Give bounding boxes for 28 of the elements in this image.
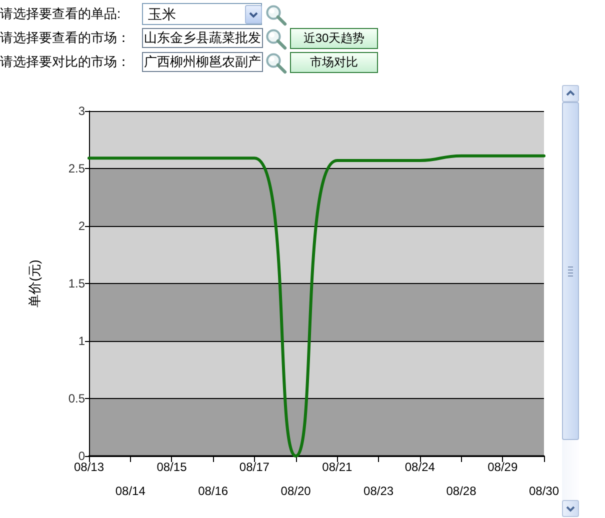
- button: 市场对比: [290, 52, 378, 73]
- x-tick-label: 08/29: [488, 460, 518, 474]
- y-tick-label: 2: [78, 219, 86, 233]
- text-field: 山东金乡县蔬菜批发: [142, 28, 263, 48]
- x-tick-label: 08/23: [364, 484, 394, 498]
- y-tick-label: 3: [78, 104, 86, 118]
- y-tick-label: 1.5: [68, 276, 86, 290]
- x-tick-label: 08/20: [280, 484, 312, 498]
- dropdown-field: 玉米: [142, 3, 262, 25]
- x-tick-label: 08/28: [446, 484, 477, 498]
- text: 请选择要对比的市场：: [0, 53, 130, 71]
- y-tick-label: 0: [78, 449, 86, 463]
- x-tick-label: 08/14: [115, 484, 146, 498]
- y-tick-label: 1: [78, 334, 86, 348]
- x-tick-label: 08/16: [198, 484, 228, 498]
- y-tick-label: 0.5: [68, 392, 86, 406]
- text: 请选择要查看的单品:: [0, 5, 121, 23]
- y-axis-title: 单价(元): [27, 260, 42, 308]
- y-tick-label: 2.5: [68, 162, 86, 176]
- x-tick-label: 08/21: [322, 460, 353, 474]
- x-tick-label: 08/13: [74, 460, 104, 474]
- text-field: 广西柳州柳邕农副产: [142, 52, 263, 72]
- text: 请选择要查看的市场：: [0, 29, 130, 47]
- x-tick-label: 08/15: [156, 460, 188, 474]
- x-tick-label: 08/24: [404, 460, 436, 474]
- x-tick-label: 08/30: [528, 484, 560, 498]
- x-tick-label: 08/17: [239, 460, 270, 474]
- button: 近30天趋势: [290, 28, 378, 49]
